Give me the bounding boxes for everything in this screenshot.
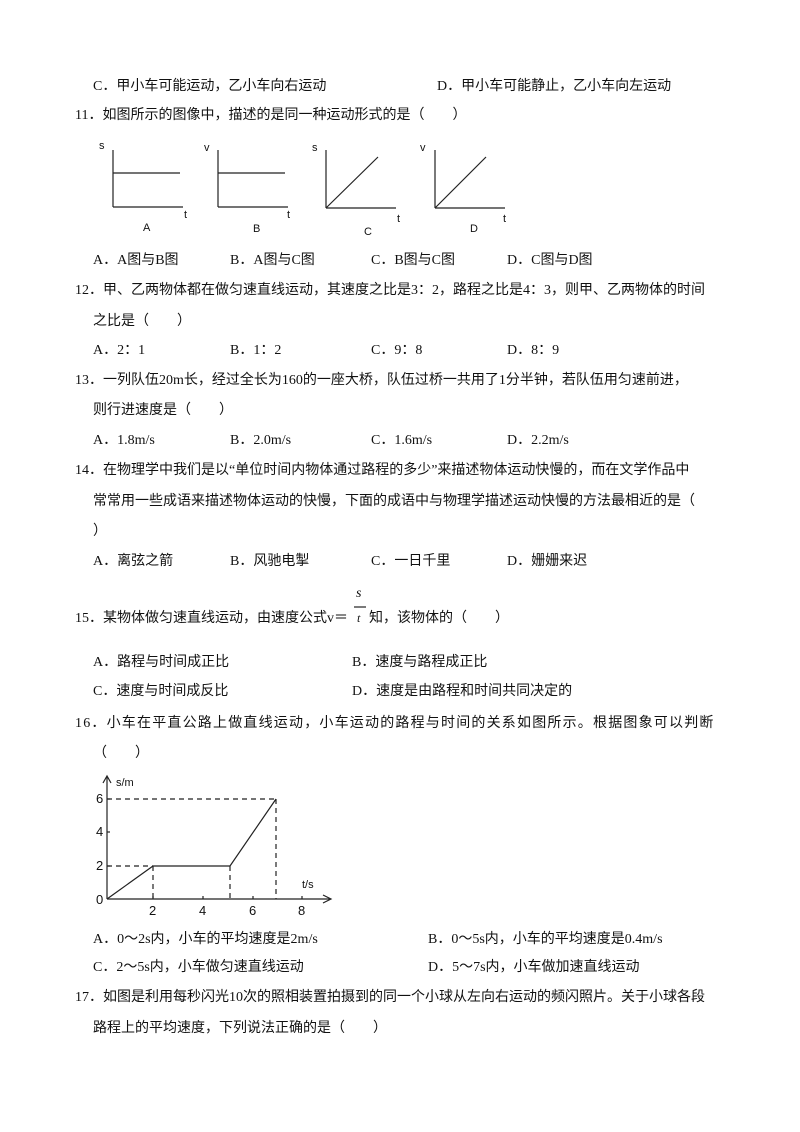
question-stem: （ ）: [93, 746, 149, 761]
question-stem: 常常用一些成语来描述物体运动的快慢，下面的成语中与物理学描述运动快慢的方法最相近…: [93, 494, 695, 509]
option: B．2.0m/s: [230, 433, 292, 448]
axis-label: t: [287, 209, 291, 221]
option: B．A图与C图: [230, 253, 315, 268]
option: A．1.8m/s: [93, 433, 155, 448]
question-stem: 16．小车在平直公路上做直线运动，小车运动的路程与时间的关系如图所示。根据图象可…: [75, 716, 715, 731]
question-stem: 15．某物体做匀速直线运动，由速度公式v＝: [75, 611, 348, 626]
axis-label: t/s: [302, 879, 314, 891]
question-stem: ）: [93, 524, 107, 539]
axis-label: v: [204, 142, 210, 154]
option: B．速度与路程成正比: [352, 655, 488, 670]
fig-c: [325, 150, 396, 209]
tick-label: 6: [249, 903, 257, 918]
fraction-denominator: t: [357, 611, 361, 625]
axis-label: t: [184, 209, 188, 221]
question-stem: 11．如图所示的图像中，描述的是同一种运动形式的是（ ）: [75, 108, 467, 123]
option: C．甲小车可能运动，乙小车向右运动: [93, 79, 327, 94]
option: D．2.2m/s: [507, 433, 569, 448]
option: D．速度是由路程和时间共同决定的: [352, 684, 573, 699]
fraction-numerator: s: [356, 586, 362, 601]
option: C．一日千里: [371, 554, 451, 569]
option: C．9：8: [371, 343, 423, 358]
question-stem: 知，该物体的（ ）: [369, 611, 509, 626]
tick-label: 4: [96, 824, 104, 839]
fig-d: [434, 150, 505, 209]
question-stem: 17．如图是利用每秒闪光10次的照相装置拍摄到的同一个小球从左向右运动的频闪照片…: [75, 990, 705, 1005]
question-stem: 13．一列队伍20m长，经过全长为160的一座大桥，队伍过桥一共用了1分半钟，若…: [75, 373, 688, 388]
figure-label: D: [470, 223, 478, 235]
option: D．姗姗来迟: [507, 554, 588, 569]
tick-label: 2: [96, 858, 104, 873]
figure-label: A: [143, 222, 151, 234]
tick-label: 2: [149, 903, 157, 918]
option: C．2～5s内，小车做匀速直线运动: [93, 960, 304, 975]
option: A．0～2s内，小车的平均速度是2m/s: [93, 932, 318, 947]
option: C．B图与C图: [371, 253, 456, 268]
option: A．离弦之箭: [93, 554, 174, 569]
option: C．1.6m/s: [371, 433, 433, 448]
tick-label: 0: [96, 892, 104, 907]
axis-label: s: [312, 142, 318, 154]
question-stem: 则行进速度是（ ）: [93, 403, 233, 418]
question-stem: 12．甲、乙两物体都在做匀速直线运动，其速度之比是3：2，路程之比是4：3，则甲…: [75, 283, 705, 298]
option: D．8：9: [507, 343, 560, 358]
question-stem: 路程上的平均速度，下列说法正确的是（ ）: [93, 1021, 387, 1036]
option: B．0～5s内，小车的平均速度是0.4m/s: [428, 932, 663, 947]
question-stem: 14．在物理学中我们是以“单位时间内物体通过路程的多少”来描述物体运动快慢的，而…: [75, 463, 690, 478]
option: D．C图与D图: [507, 253, 593, 268]
axis-label: v: [420, 142, 426, 154]
tick-label: 4: [199, 903, 207, 918]
option: C．速度与时间成反比: [93, 684, 229, 699]
graph-16: [102, 774, 333, 904]
option: A．2：1: [93, 343, 146, 358]
axis-label: s/m: [116, 777, 134, 789]
option: B．风驰电掣: [230, 554, 310, 569]
axis-label: t: [503, 213, 507, 225]
figure-label: C: [364, 226, 372, 238]
option: D．甲小车可能静止，乙小车向左运动: [437, 79, 672, 94]
question-stem: 之比是（ ）: [93, 314, 191, 329]
axis-label: s: [99, 140, 105, 152]
fig-b: [217, 150, 288, 208]
option: A．A图与B图: [93, 253, 179, 268]
tick-label: 6: [96, 791, 104, 806]
figure-label: B: [253, 223, 261, 235]
tick-label: 8: [298, 903, 306, 918]
axis-label: t: [397, 213, 401, 225]
option: A．路程与时间成正比: [93, 655, 230, 670]
option: D．5～7s内，小车做加速直线运动: [428, 960, 640, 975]
fig-a: [112, 150, 183, 208]
option: B．1：2: [230, 343, 282, 358]
